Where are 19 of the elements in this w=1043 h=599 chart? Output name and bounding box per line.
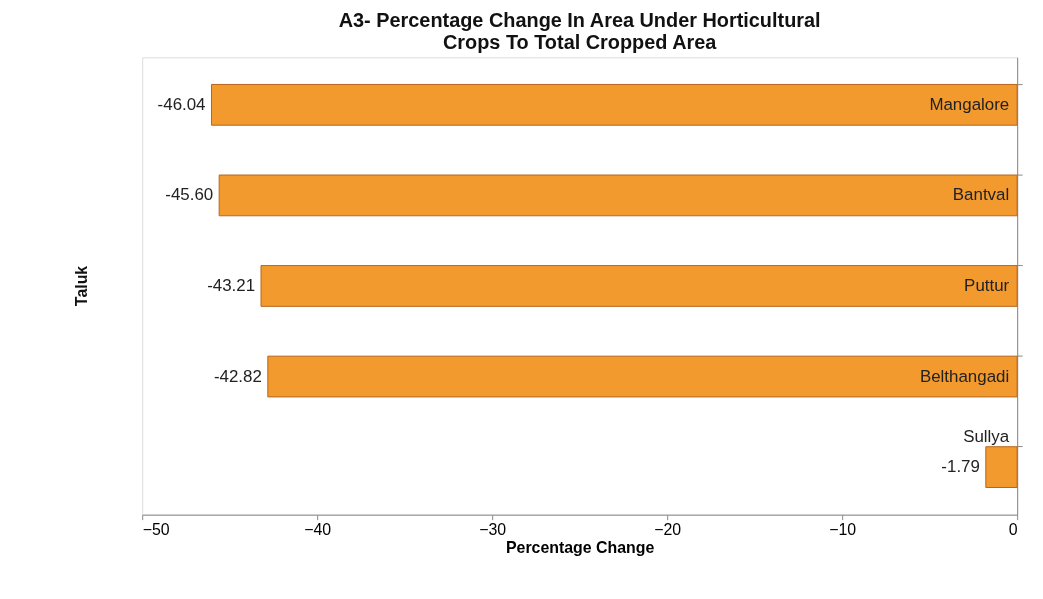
- x-tick-label: −10: [829, 521, 857, 539]
- data-label: -43.21: [207, 275, 256, 295]
- y-tick-label: Sullya: [963, 427, 1010, 447]
- y-tick-label: Belthangadi: [919, 366, 1010, 386]
- data-label: -42.82: [213, 366, 262, 386]
- data-label: -1.79: [941, 457, 980, 477]
- chart-title: A3- Percentage Change In Area Under Horticultural Crops To Total Cropped Area: [338, 9, 821, 54]
- x-tick-label: −30: [479, 521, 507, 539]
- y-tick-label: Mangalore: [929, 94, 1010, 114]
- y-axis-title: Taluk: [73, 265, 91, 307]
- y-tick-label: Puttur: [964, 275, 1010, 295]
- x-tick-label: 0: [1008, 521, 1018, 539]
- x-tick-label: −50: [142, 521, 170, 539]
- x-axis-title: Percentage Change: [505, 538, 655, 556]
- data-label: -46.04: [157, 94, 206, 114]
- data-label: -45.60: [165, 185, 214, 205]
- x-tick-label: −20: [654, 521, 682, 539]
- x-tick-label: −40: [304, 521, 332, 539]
- y-tick-label: Bantval: [952, 185, 1010, 205]
